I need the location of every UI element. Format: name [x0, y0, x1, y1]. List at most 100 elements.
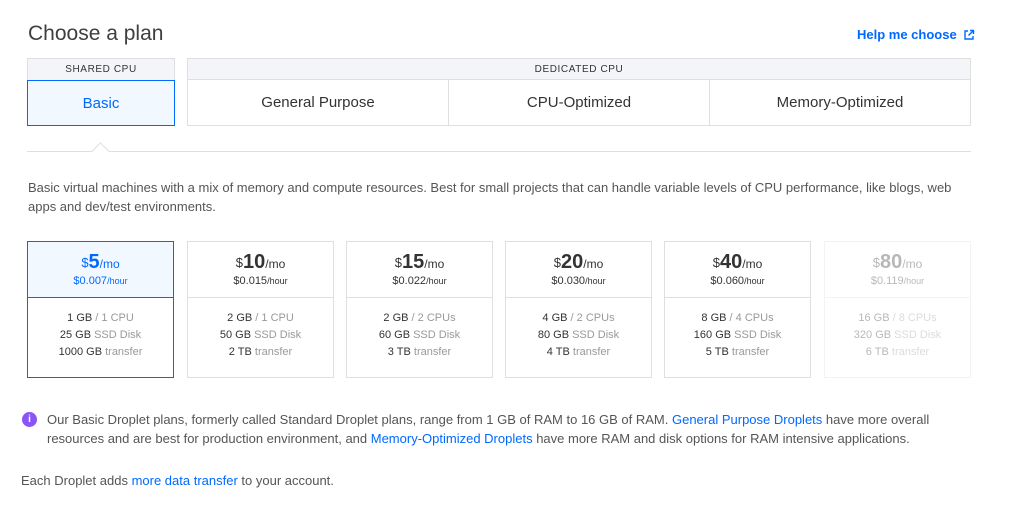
- tab-general-purpose[interactable]: General Purpose: [188, 80, 449, 125]
- hourly-price: $0.007/hour: [28, 275, 173, 287]
- spec-disk-row: 320 GB SSD Disk: [825, 327, 970, 344]
- price-period: /mo: [902, 257, 923, 271]
- spec-disk: 50 GB: [219, 329, 252, 341]
- tab-basic[interactable]: Basic: [27, 80, 175, 126]
- plan-specs: 8 GB / 4 CPUs 160 GB SSD Disk 5 TB transfe…: [665, 298, 810, 361]
- spec-transfer-row: 4 TB transfer: [506, 344, 651, 361]
- footer-text-1: Each Droplet adds: [21, 473, 132, 488]
- hourly-price: $0.022/hour: [347, 275, 492, 287]
- help-label: Help me choose: [857, 27, 957, 42]
- monthly-price: $10/mo: [188, 252, 333, 274]
- plan-price-block: $15/mo $0.022/hour: [347, 242, 492, 298]
- spec-transfer-row: 6 TB transfer: [825, 344, 970, 361]
- plan-card-5[interactable]: $5/mo $0.007/hour 1 GB / 1 CPU 25 GB SSD Di…: [27, 241, 174, 378]
- section-divider: [27, 151, 971, 152]
- spec-transfer: 1000 GB: [58, 346, 103, 358]
- spec-cpu: 1 CPU: [261, 312, 294, 324]
- spec-transfer: 2 TB: [228, 346, 252, 358]
- info-text: Our Basic Droplet plans, formerly called…: [47, 410, 977, 448]
- spec-memory-cpu: 4 GB / 2 CPUs: [506, 310, 651, 327]
- spec-transfer-unit: transfer: [572, 346, 611, 358]
- spec-memory-cpu: 8 GB / 4 CPUs: [665, 310, 810, 327]
- more-data-transfer-link[interactable]: more data transfer: [131, 473, 238, 488]
- spec-transfer-unit: transfer: [105, 346, 143, 358]
- price-amount: 80: [879, 251, 903, 273]
- dedicated-cpu-category: DEDICATED CPU General Purpose CPU-Optimi…: [187, 58, 971, 126]
- spec-memory-cpu: 1 GB / 1 CPU: [28, 310, 173, 327]
- spec-disk-unit: SSD Disk: [894, 329, 942, 341]
- spec-separator: /: [726, 312, 736, 324]
- currency-symbol: $: [712, 255, 720, 270]
- tab-cpu-optimized[interactable]: CPU-Optimized: [449, 80, 710, 125]
- currency-symbol: $: [394, 255, 402, 270]
- spec-disk: 320 GB: [853, 329, 892, 341]
- info-icon: i: [22, 412, 37, 427]
- plan-card-15[interactable]: $15/mo $0.022/hour 2 GB / 2 CPUs 60 GB SSD …: [346, 241, 493, 378]
- price-amount: 15: [401, 251, 425, 273]
- hourly-unit: /hour: [744, 276, 765, 286]
- price-period: /mo: [742, 257, 763, 271]
- spec-transfer-row: 5 TB transfer: [665, 344, 810, 361]
- footer-note: Each Droplet adds more data transfer to …: [21, 473, 334, 488]
- page-title: Choose a plan: [28, 22, 164, 45]
- spec-memory: 1 GB: [67, 312, 93, 324]
- spec-transfer-unit: transfer: [413, 346, 452, 358]
- spec-separator: /: [889, 312, 899, 324]
- plan-specs: 2 GB / 2 CPUs 60 GB SSD Disk 3 TB transfer: [347, 298, 492, 361]
- price-period: /mo: [424, 257, 445, 271]
- hourly-price: $0.030/hour: [506, 275, 651, 287]
- price-period: /mo: [583, 257, 604, 271]
- plan-card-80: $80/mo $0.119/hour 16 GB / 8 CPUs 320 GB SS…: [824, 241, 971, 378]
- plan-price-block: $40/mo $0.060/hour: [665, 242, 810, 298]
- memory-optimized-droplets-link[interactable]: Memory-Optimized Droplets: [370, 431, 533, 446]
- spec-disk-unit: SSD Disk: [94, 329, 142, 341]
- hourly-unit: /hour: [903, 276, 925, 286]
- hourly-price: $0.060/hour: [665, 275, 810, 287]
- spec-transfer-unit: transfer: [891, 346, 930, 358]
- info-text-1: Our Basic Droplet plans, formerly called…: [47, 412, 672, 427]
- spec-memory: 2 GB: [383, 312, 409, 324]
- info-notice: i Our Basic Droplet plans, formerly call…: [22, 410, 977, 448]
- spec-transfer: 4 TB: [546, 346, 570, 358]
- currency-symbol: $: [235, 255, 243, 270]
- plan-price-block: $20/mo $0.030/hour: [506, 242, 651, 298]
- hourly-amount: $0.119: [870, 275, 904, 287]
- spec-disk-row: 60 GB SSD Disk: [347, 327, 492, 344]
- spec-memory-cpu: 2 GB / 2 CPUs: [347, 310, 492, 327]
- price-amount: 10: [242, 251, 266, 273]
- spec-transfer: 3 TB: [387, 346, 411, 358]
- footer-text-2: to your account.: [237, 473, 334, 488]
- plan-card-40[interactable]: $40/mo $0.060/hour 8 GB / 4 CPUs 160 GB SSD…: [664, 241, 811, 378]
- help-me-choose-link[interactable]: Help me choose: [857, 27, 975, 42]
- spec-disk-row: 50 GB SSD Disk: [188, 327, 333, 344]
- monthly-price: $20/mo: [506, 252, 651, 274]
- plan-card-10[interactable]: $10/mo $0.015/hour 2 GB / 1 CPU 50 GB SSD D…: [187, 241, 334, 378]
- spec-transfer-unit: transfer: [254, 346, 293, 358]
- spec-disk: 80 GB: [537, 329, 570, 341]
- general-purpose-droplets-link[interactable]: General Purpose Droplets: [671, 412, 823, 427]
- spec-memory-cpu: 2 GB / 1 CPU: [188, 310, 333, 327]
- spec-separator: /: [92, 312, 102, 324]
- spec-transfer-row: 1000 GB transfer: [28, 344, 173, 361]
- hourly-amount: $0.007: [73, 275, 108, 287]
- plan-description: Basic virtual machines with a mix of mem…: [28, 180, 952, 214]
- spec-cpu: 2 CPUs: [417, 312, 456, 324]
- hourly-unit: /hour: [426, 276, 447, 286]
- tab-memory-optimized[interactable]: Memory-Optimized: [776, 94, 904, 111]
- spec-transfer: 6 TB: [865, 346, 889, 358]
- price-amount: 5: [88, 251, 100, 273]
- plan-specs: 16 GB / 8 CPUs 320 GB SSD Disk 6 TB transf…: [825, 298, 970, 361]
- plan-card-20[interactable]: $20/mo $0.030/hour 4 GB / 2 CPUs 80 GB SSD …: [505, 241, 652, 378]
- dedicated-cpu-header: DEDICATED CPU: [187, 58, 971, 80]
- hourly-price: $0.015/hour: [188, 275, 333, 287]
- monthly-price: $5/mo: [28, 252, 173, 274]
- spec-transfer: 5 TB: [705, 346, 729, 358]
- spec-disk-unit: SSD Disk: [734, 329, 782, 341]
- monthly-price: $15/mo: [347, 252, 492, 274]
- spec-cpu: 1 CPU: [101, 312, 134, 324]
- external-link-icon: [964, 29, 974, 40]
- spec-disk-unit: SSD Disk: [572, 329, 620, 341]
- spec-cpu: 4 CPUs: [735, 312, 774, 324]
- plan-specs: 2 GB / 1 CPU 50 GB SSD Disk 2 TB transfer: [188, 298, 333, 361]
- spec-disk-row: 160 GB SSD Disk: [665, 327, 810, 344]
